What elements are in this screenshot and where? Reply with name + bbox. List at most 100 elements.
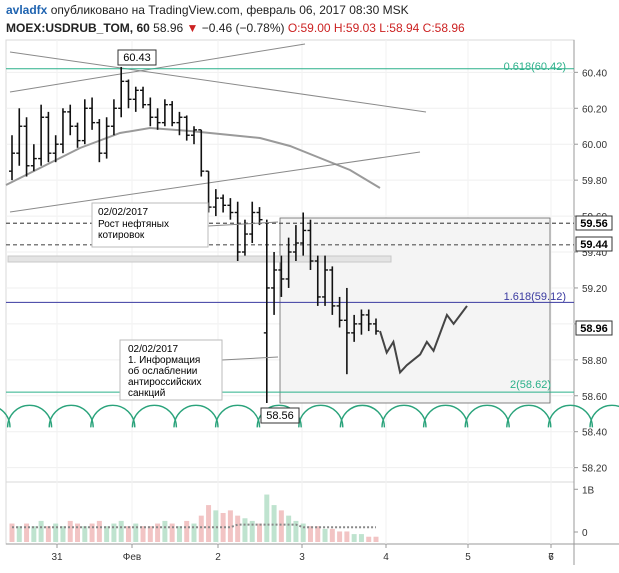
projection-path (379, 305, 468, 375)
x-tick-label: 31 (51, 552, 63, 563)
fib-label-bottom: 2(58.62) (510, 379, 551, 391)
note1-line2: котировок (98, 230, 145, 241)
x-tick-label: 6 (548, 552, 554, 563)
last-price: 58.96 (153, 21, 184, 35)
trendline-down[interactable] (9, 51, 427, 113)
volume-bars (9, 494, 379, 542)
channel-lower-line[interactable] (9, 151, 421, 213)
note2-pointer (221, 356, 279, 361)
fib-arc (464, 404, 510, 428)
volume-bar (125, 526, 131, 542)
low-callout: 58.56 (266, 410, 294, 422)
fib-arc (339, 404, 386, 428)
volume-bar (9, 523, 15, 542)
high-callout: 60.43 (123, 52, 151, 64)
y-tick-label: 60.20 (582, 104, 607, 115)
fib-arc (214, 404, 261, 428)
volume-bar (118, 520, 124, 542)
volume-bar (235, 515, 241, 542)
note1-box[interactable] (91, 202, 209, 248)
y-tick-label: 58.40 (582, 428, 607, 439)
volume-bar (16, 526, 22, 542)
range-box[interactable] (279, 217, 551, 404)
y-tick-label: 58.20 (582, 464, 607, 475)
price-tag-1: 59.56 (580, 218, 608, 230)
low-callout-box (260, 407, 300, 424)
price-axis-ticks: 60.4060.2060.0059.8059.6059.4059.2059.00… (574, 68, 607, 475)
price-change: −0.46 (−0.78%) (201, 21, 285, 35)
y-tick-label: 58.80 (582, 356, 607, 367)
publish-info: опубликовано на TradingView.com, февраль… (50, 3, 409, 17)
note2-line3: антироссийских (128, 377, 202, 388)
note2-line4: санкций (128, 388, 165, 399)
channel-upper-line[interactable] (9, 43, 306, 93)
x-tick-label: 5 (465, 552, 471, 563)
volume-bar (169, 523, 175, 542)
volume-bar (286, 515, 292, 542)
y-tick-label: 60.00 (582, 140, 607, 151)
fib-label-top: 0.618(60.42) (504, 61, 566, 73)
fib-arc (173, 404, 219, 428)
volume-bar (104, 526, 110, 542)
fib-arc (48, 404, 94, 428)
y-tick-label: 58.60 (582, 392, 607, 403)
price-tag-2-box (575, 236, 613, 252)
volume-bar (329, 528, 335, 542)
volume-bar (140, 526, 146, 542)
fib-arc (547, 404, 594, 428)
volume-bar (307, 526, 313, 542)
highlight-band (7, 255, 392, 263)
last-price-tag-box (575, 320, 613, 336)
y-tick-label: 59.20 (582, 284, 607, 295)
symbol-line: MOEX:USDRUB_TOM, 60 58.96 ▼ −0.46 (−0.78… (6, 21, 465, 35)
volume-bar (82, 526, 88, 542)
volume-bar (45, 526, 51, 542)
fib-arc (298, 404, 344, 428)
publish-line: avladfx опубликовано на TradingView.com,… (6, 3, 409, 17)
volume-bar (38, 520, 44, 542)
high-value: H:59.03 (333, 21, 376, 35)
volume-bar (111, 523, 117, 542)
volume-bar (322, 528, 328, 542)
volume-bar (257, 523, 263, 542)
ohlc-bars (9, 66, 379, 403)
x-tick-label: Фев (123, 552, 141, 563)
fib-arc (422, 404, 469, 428)
x-tick-label: 2 (215, 552, 221, 563)
volume-bar (24, 523, 30, 542)
note1-pointer (207, 221, 279, 227)
volume-bar (147, 526, 153, 542)
volume-bar (220, 513, 226, 542)
volume-axis-ticks: 1B 0 (574, 485, 595, 539)
last-price-tag: 58.96 (580, 323, 608, 335)
fib-arc (506, 404, 552, 428)
note1-date: 02/02/2017 (98, 207, 148, 218)
fib-arc (381, 404, 427, 428)
volume-bar (75, 523, 81, 542)
volume-bar (206, 505, 212, 542)
fib-arc (90, 404, 136, 428)
volume-bar (358, 534, 364, 542)
author-name[interactable]: avladfx (6, 3, 48, 17)
volume-bar (213, 510, 219, 542)
volume-bar (344, 531, 350, 542)
volume-bar (293, 520, 299, 542)
ma-line (5, 126, 381, 189)
fib-arcs (0, 404, 619, 428)
volume-bar (198, 515, 204, 542)
moving-average (5, 126, 381, 189)
fib-arc (0, 408, 11, 428)
symbol-name[interactable]: MOEX:USDRUB_TOM, 60 (6, 21, 150, 35)
volume-bar (227, 510, 233, 542)
volume-bar (155, 523, 161, 542)
note2-line1: 1. Информация (128, 354, 200, 366)
projection-line (379, 305, 468, 375)
volume-bar (184, 520, 190, 542)
volume-bar (249, 520, 255, 542)
volume-bar (60, 526, 66, 542)
note2-box[interactable] (119, 339, 223, 401)
note1-line1: Рост нефтяных (98, 218, 169, 230)
volume-bar (133, 523, 139, 542)
